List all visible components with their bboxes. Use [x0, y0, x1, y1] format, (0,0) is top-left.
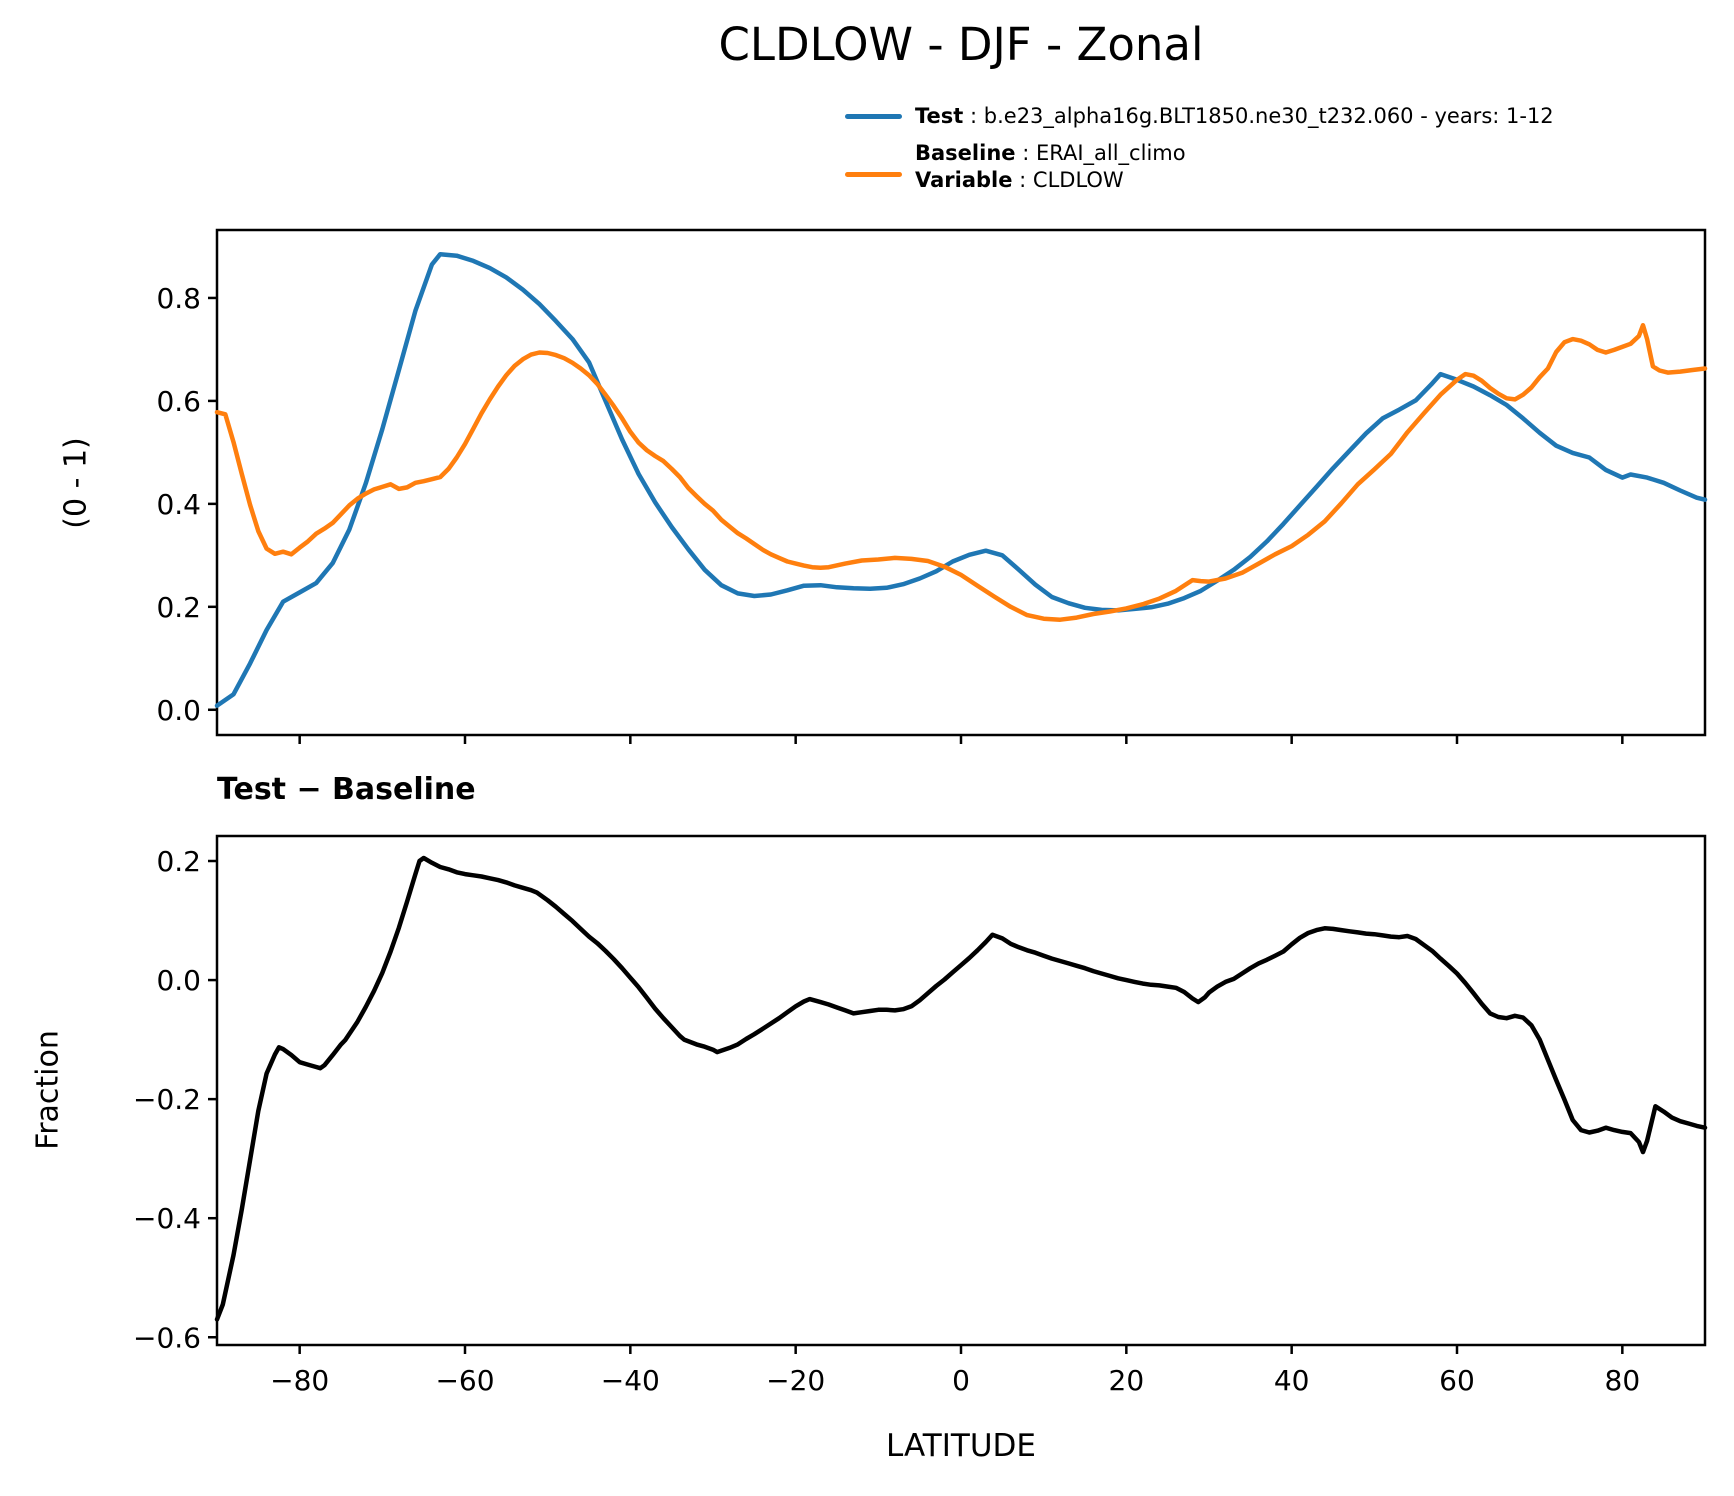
x-tick-label: −40	[601, 1364, 660, 1397]
x-tick-label: 80	[1605, 1364, 1641, 1397]
y-tick-label: 0.2	[156, 845, 201, 878]
legend-item-test: Test : b.e23_alpha16g.BLT1850.ne30_t232.…	[845, 103, 1554, 130]
y-tick-label: 0.2	[156, 591, 201, 624]
x-axis-label: LATITUDE	[886, 1428, 1036, 1464]
y-tick-label: −0.2	[133, 1083, 201, 1116]
y-tick-label: 0.0	[156, 964, 201, 997]
legend: Test : b.e23_alpha16g.BLT1850.ne30_t232.…	[845, 103, 1554, 194]
legend-variable-row: Variable : CLDLOW	[915, 168, 1124, 192]
x-tick-label: −60	[435, 1364, 494, 1397]
y-ticks: 0.2 0.0 −0.2 −0.4 −0.6	[133, 845, 217, 1354]
y-tick-label: 0.6	[156, 385, 201, 418]
x-ticks	[298, 735, 1624, 744]
test-minus-baseline-line	[214, 855, 1708, 1322]
y-tick-label: 0.8	[156, 282, 201, 315]
page-title: CLDLOW - DJF - Zonal	[718, 18, 1204, 71]
y-tick-label: −0.4	[133, 1202, 201, 1235]
baseline-line	[214, 322, 1708, 622]
x-tick-label: 0	[952, 1364, 970, 1397]
axes-frame	[215, 834, 1707, 1347]
legend-item-baseline: Baseline : ERAI_all_climo Variable : CLD…	[845, 140, 1554, 194]
y-ticks: 0.0 0.2 0.4 0.6 0.8	[156, 282, 217, 727]
test-line-swatch	[845, 114, 902, 119]
y-tick-label: 0.4	[156, 488, 201, 521]
x-tick-label: −20	[766, 1364, 825, 1397]
y-tick-label: 0.0	[156, 694, 201, 727]
x-tick-label: −80	[270, 1364, 329, 1397]
x-ticks: −80 −60 −40 −20 0 20 40 60 80	[270, 1345, 1640, 1397]
bottom-y-axis-label: Fraction	[30, 1030, 66, 1150]
legend-baseline-row: Baseline : ERAI_all_climo	[915, 141, 1186, 165]
axes-frame	[215, 228, 1707, 737]
baseline-line-swatch	[845, 171, 902, 177]
x-tick-label: 60	[1439, 1364, 1475, 1397]
x-tick-label: 20	[1109, 1364, 1145, 1397]
top-y-axis-label: (0 - 1)	[58, 437, 94, 529]
legend-label-test: Test : b.e23_alpha16g.BLT1850.ne30_t232.…	[915, 104, 1554, 128]
x-tick-label: 40	[1274, 1364, 1310, 1397]
legend-label-baseline: Baseline : ERAI_all_climo Variable : CLD…	[915, 140, 1186, 194]
test-line	[214, 251, 1708, 708]
y-tick-label: −0.6	[133, 1321, 201, 1354]
diff-panel-title: Test − Baseline	[217, 772, 476, 807]
